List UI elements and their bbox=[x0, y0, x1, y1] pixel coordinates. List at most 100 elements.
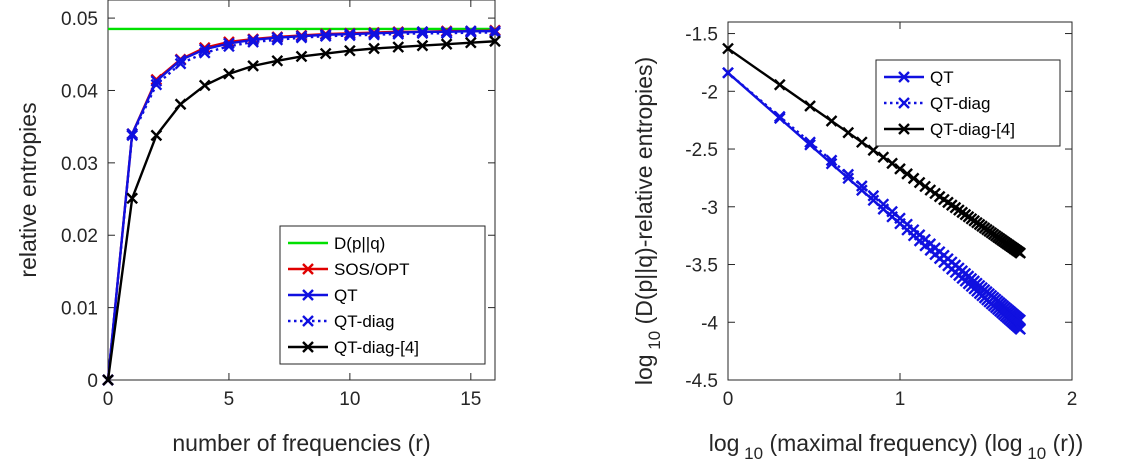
data-point bbox=[842, 172, 855, 185]
y-tick-label: -2.5 bbox=[685, 140, 718, 161]
data-point bbox=[825, 157, 838, 170]
data-point bbox=[489, 35, 501, 48]
data-point bbox=[247, 33, 259, 46]
data-point bbox=[804, 136, 816, 149]
y-tick-label: -3.5 bbox=[685, 256, 718, 277]
data-point bbox=[319, 47, 332, 60]
data-point bbox=[344, 29, 356, 42]
data-point bbox=[804, 100, 816, 112]
x-tick-label: 2 bbox=[1067, 389, 1078, 410]
data-point bbox=[223, 37, 235, 50]
data-point bbox=[842, 168, 855, 181]
legend-entry: QT-diag-[4] bbox=[930, 120, 1015, 139]
data-point bbox=[440, 38, 453, 51]
data-point bbox=[489, 26, 501, 39]
axes-box bbox=[107, 0, 496, 381]
data-point bbox=[855, 180, 868, 192]
data-point bbox=[804, 138, 816, 151]
data-point bbox=[440, 27, 453, 40]
data-point bbox=[722, 42, 734, 55]
y-axis-label-part: log bbox=[631, 354, 657, 385]
y-axis-label-part: (D(p||q)-relative entropies) bbox=[631, 57, 657, 331]
x-tick-label: 0 bbox=[103, 389, 114, 410]
y-tick-label: -4 bbox=[701, 313, 718, 334]
legend-entry: QT bbox=[930, 68, 954, 87]
data-point bbox=[1014, 247, 1027, 259]
data-point bbox=[842, 126, 855, 139]
data-point bbox=[1014, 314, 1027, 326]
data-point bbox=[773, 78, 786, 91]
x-tick-label: 5 bbox=[224, 389, 235, 410]
data-point bbox=[392, 28, 405, 40]
legend-marker bbox=[302, 289, 314, 301]
data-point bbox=[271, 54, 284, 67]
legend-entry: QT-diag-[4] bbox=[334, 338, 419, 357]
y-axis-label: relative entropies bbox=[15, 102, 41, 277]
data-point bbox=[295, 31, 308, 44]
legend-entry: QT-diag bbox=[334, 312, 394, 331]
y-tick-label: 0.05 bbox=[61, 9, 98, 30]
data-point bbox=[855, 184, 868, 197]
data-point bbox=[368, 42, 380, 55]
data-point bbox=[894, 163, 906, 175]
data-point bbox=[198, 46, 211, 59]
x-axis-label-part: (r)) bbox=[1046, 430, 1083, 456]
data-point bbox=[126, 129, 139, 142]
y-tick-label: 0.03 bbox=[61, 154, 98, 175]
data-point bbox=[150, 75, 163, 87]
legend-marker bbox=[898, 71, 910, 83]
data-point bbox=[464, 36, 477, 49]
data-point bbox=[174, 57, 187, 70]
data-point bbox=[198, 79, 211, 92]
data-point bbox=[102, 374, 114, 386]
y-tick-label: 0 bbox=[87, 371, 98, 392]
x-axis-label: number of frequencies (r) bbox=[172, 430, 430, 456]
legend-entry: QT-diag bbox=[930, 94, 990, 113]
legend-box bbox=[279, 225, 486, 365]
legend-marker bbox=[302, 341, 314, 353]
data-point bbox=[368, 28, 380, 41]
data-point bbox=[271, 33, 284, 46]
y-tick-label: -2 bbox=[701, 82, 718, 103]
data-point bbox=[392, 41, 405, 53]
data-point bbox=[907, 172, 920, 185]
y-tick-label: -3 bbox=[701, 198, 718, 219]
x-tick-label: 15 bbox=[460, 389, 481, 410]
data-point bbox=[247, 36, 259, 48]
y-tick-label: 0.02 bbox=[61, 226, 98, 247]
data-point bbox=[295, 50, 308, 63]
chart-relative-entropies: 0 5 10 15 0 0.01 0.02 0.03 0.04 0.05 D(p||q) SOS/OP… bbox=[15, 0, 501, 456]
data-point bbox=[886, 157, 898, 170]
data-point bbox=[1014, 323, 1027, 336]
data-point bbox=[344, 44, 356, 57]
y-axis-label: log 10 (D(p||q)-relative entropies) bbox=[631, 57, 664, 385]
data-point bbox=[271, 31, 284, 44]
y-tick-label: -4.5 bbox=[685, 371, 718, 392]
legend-marker bbox=[898, 97, 910, 109]
x-axis-label-part: 10 bbox=[739, 444, 763, 463]
data-point bbox=[223, 67, 235, 80]
data-point bbox=[150, 129, 163, 142]
chart-log-difference: 0 1 2 -4.5 -4 -3.5 -3 -2.5 -2 -1.5 QT QT-diag QT-dia… bbox=[631, 21, 1083, 463]
data-point bbox=[174, 98, 187, 111]
data-point bbox=[198, 43, 211, 56]
data-point bbox=[825, 154, 838, 167]
x-tick-label: 0 bbox=[723, 389, 734, 410]
data-point bbox=[223, 40, 235, 53]
x-axis-label-part: (maximal frequency) (log bbox=[763, 430, 1022, 456]
y-axis-label-part: 10 bbox=[645, 331, 664, 355]
data-point bbox=[247, 60, 259, 72]
legend-marker bbox=[898, 123, 910, 135]
legend-entry: QT bbox=[334, 286, 358, 305]
data-point bbox=[773, 110, 786, 123]
x-axis-label-part: 10 bbox=[1023, 444, 1047, 463]
x-tick-label: 10 bbox=[339, 389, 360, 410]
data-point bbox=[825, 115, 838, 127]
x-tick-label: 1 bbox=[895, 389, 906, 410]
legend-entry: D(p||q) bbox=[334, 234, 385, 253]
data-point bbox=[319, 30, 332, 43]
data-point bbox=[877, 151, 890, 164]
x-axis-label: log 10 (maximal frequency) (log 10 (r)) bbox=[709, 430, 1083, 463]
y-tick-label: -1.5 bbox=[685, 25, 718, 46]
